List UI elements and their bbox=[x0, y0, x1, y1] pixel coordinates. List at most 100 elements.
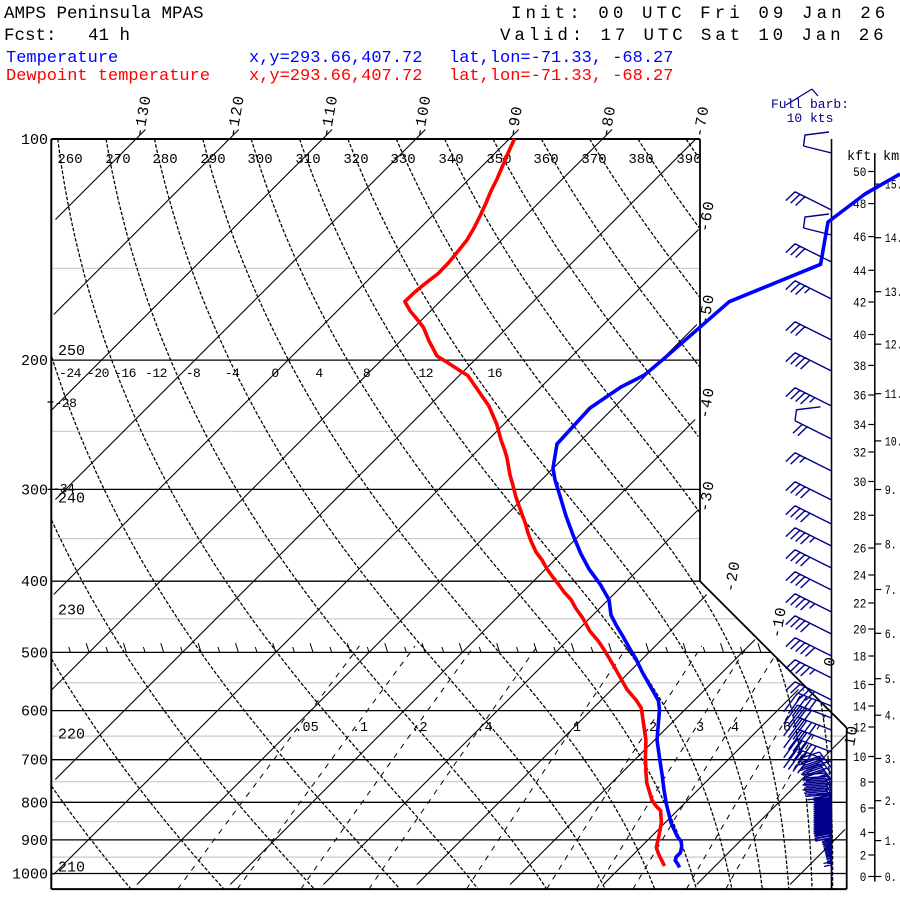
svg-text:34: 34 bbox=[853, 418, 866, 433]
svg-text:x,y=293.66,407.72: x,y=293.66,407.72 bbox=[249, 49, 422, 68]
svg-text:-8: -8 bbox=[186, 366, 201, 381]
svg-text:250: 250 bbox=[58, 343, 85, 360]
svg-text:500: 500 bbox=[21, 645, 48, 662]
svg-text:40: 40 bbox=[853, 328, 866, 343]
svg-text:16: 16 bbox=[487, 366, 502, 381]
svg-text:260: 260 bbox=[57, 152, 82, 168]
svg-text:-90: -90 bbox=[504, 104, 527, 139]
svg-text:300: 300 bbox=[21, 482, 48, 499]
svg-text:1.: 1. bbox=[885, 834, 897, 849]
svg-text:6: 6 bbox=[783, 721, 791, 736]
svg-text:-4: -4 bbox=[225, 366, 240, 381]
svg-text:310: 310 bbox=[295, 152, 320, 168]
svg-text:2.: 2. bbox=[885, 794, 897, 809]
svg-text:4: 4 bbox=[315, 366, 323, 381]
svg-text:8: 8 bbox=[860, 776, 867, 791]
svg-text:360: 360 bbox=[533, 152, 558, 168]
svg-text:44: 44 bbox=[853, 264, 866, 279]
svg-text:5.: 5. bbox=[885, 672, 897, 687]
svg-text:kft: kft bbox=[847, 150, 871, 165]
svg-text:Fcst: 41 h: Fcst: 41 h bbox=[4, 26, 130, 46]
svg-text:Dewpoint temperature: Dewpoint temperature bbox=[6, 67, 210, 86]
svg-text:370: 370 bbox=[581, 152, 606, 168]
svg-text:2: 2 bbox=[649, 721, 657, 736]
svg-text:0: 0 bbox=[821, 654, 841, 668]
svg-text:270: 270 bbox=[105, 152, 130, 168]
svg-text:46: 46 bbox=[853, 230, 866, 245]
svg-text:4: 4 bbox=[731, 721, 739, 736]
svg-text:330: 330 bbox=[390, 152, 415, 168]
svg-text:32: 32 bbox=[853, 446, 866, 461]
svg-text:30: 30 bbox=[853, 475, 866, 490]
svg-text:10: 10 bbox=[853, 750, 866, 765]
svg-text:.2: .2 bbox=[411, 721, 427, 736]
svg-text:400: 400 bbox=[21, 574, 48, 591]
svg-text:.1: .1 bbox=[352, 721, 368, 736]
svg-text:Valid: 17 UTC Sat 10 Jan 26: Valid: 17 UTC Sat 10 Jan 26 bbox=[500, 26, 888, 46]
svg-text:12: 12 bbox=[418, 366, 433, 381]
svg-text:1: 1 bbox=[573, 721, 581, 736]
svg-text:-70: -70 bbox=[690, 104, 713, 139]
svg-text:8.: 8. bbox=[885, 538, 897, 553]
svg-text:1000: 1000 bbox=[12, 867, 48, 884]
svg-text:10 kts: 10 kts bbox=[787, 111, 834, 126]
svg-text:Full barb:: Full barb: bbox=[771, 97, 849, 112]
svg-text:24: 24 bbox=[853, 569, 866, 584]
svg-text:200: 200 bbox=[21, 353, 48, 370]
svg-text:290: 290 bbox=[200, 152, 225, 168]
svg-text:800: 800 bbox=[21, 795, 48, 812]
svg-text:380: 380 bbox=[628, 152, 653, 168]
svg-text:20: 20 bbox=[853, 623, 866, 638]
svg-text:340: 340 bbox=[438, 152, 463, 168]
svg-text:-20: -20 bbox=[87, 366, 109, 381]
svg-text:16: 16 bbox=[853, 678, 866, 693]
svg-text:.05: .05 bbox=[294, 721, 318, 736]
svg-text:0: 0 bbox=[271, 366, 278, 381]
svg-text:26: 26 bbox=[853, 542, 866, 557]
svg-text:10.: 10. bbox=[885, 434, 900, 449]
svg-text:-28: -28 bbox=[55, 396, 77, 411]
svg-text:11.: 11. bbox=[885, 387, 900, 402]
svg-text:-20: -20 bbox=[721, 559, 744, 594]
svg-text:Init: 00 UTC Fri 09 Jan 26: Init: 00 UTC Fri 09 Jan 26 bbox=[511, 4, 889, 24]
svg-text:320: 320 bbox=[343, 152, 368, 168]
svg-text:0: 0 bbox=[860, 870, 867, 885]
svg-text:4: 4 bbox=[860, 826, 867, 841]
svg-text:lat,lon=-71.33, -68.27: lat,lon=-71.33, -68.27 bbox=[449, 49, 673, 68]
svg-text:2: 2 bbox=[860, 849, 867, 864]
svg-text:28: 28 bbox=[853, 509, 866, 524]
svg-text:-24: -24 bbox=[59, 366, 82, 381]
svg-text:-40: -40 bbox=[696, 385, 719, 420]
svg-text:6.: 6. bbox=[885, 627, 897, 642]
svg-text:12: 12 bbox=[853, 721, 866, 736]
svg-text:Temperature: Temperature bbox=[6, 49, 118, 68]
svg-text:700: 700 bbox=[21, 753, 48, 770]
svg-text:12.: 12. bbox=[885, 338, 900, 353]
svg-text:km: km bbox=[883, 150, 899, 165]
svg-text:13.: 13. bbox=[885, 285, 900, 300]
svg-text:14: 14 bbox=[853, 700, 866, 715]
svg-text:220: 220 bbox=[58, 727, 85, 744]
svg-text:-30: -30 bbox=[696, 479, 719, 514]
svg-text:4.: 4. bbox=[885, 709, 897, 724]
svg-text:-50: -50 bbox=[696, 292, 719, 327]
svg-text:6: 6 bbox=[860, 802, 867, 817]
svg-text:AMPS Peninsula MPAS: AMPS Peninsula MPAS bbox=[4, 4, 204, 24]
svg-text:280: 280 bbox=[152, 152, 177, 168]
svg-text:210: 210 bbox=[58, 860, 85, 877]
svg-text:10: 10 bbox=[841, 723, 862, 747]
svg-text:14.: 14. bbox=[885, 231, 900, 246]
svg-text:230: 230 bbox=[58, 603, 85, 620]
svg-text:-16: -16 bbox=[114, 366, 136, 381]
svg-text:-60: -60 bbox=[696, 199, 719, 234]
svg-text:.4: .4 bbox=[476, 721, 492, 736]
svg-text:36: 36 bbox=[853, 389, 866, 404]
svg-text:-10: -10 bbox=[768, 605, 791, 640]
svg-text:900: 900 bbox=[21, 833, 48, 850]
svg-text:600: 600 bbox=[21, 704, 48, 721]
svg-text:-12: -12 bbox=[145, 366, 167, 381]
svg-text:0.: 0. bbox=[885, 870, 897, 885]
svg-text:9.: 9. bbox=[885, 483, 897, 498]
svg-text:50: 50 bbox=[853, 165, 866, 180]
svg-text:18: 18 bbox=[853, 650, 866, 665]
